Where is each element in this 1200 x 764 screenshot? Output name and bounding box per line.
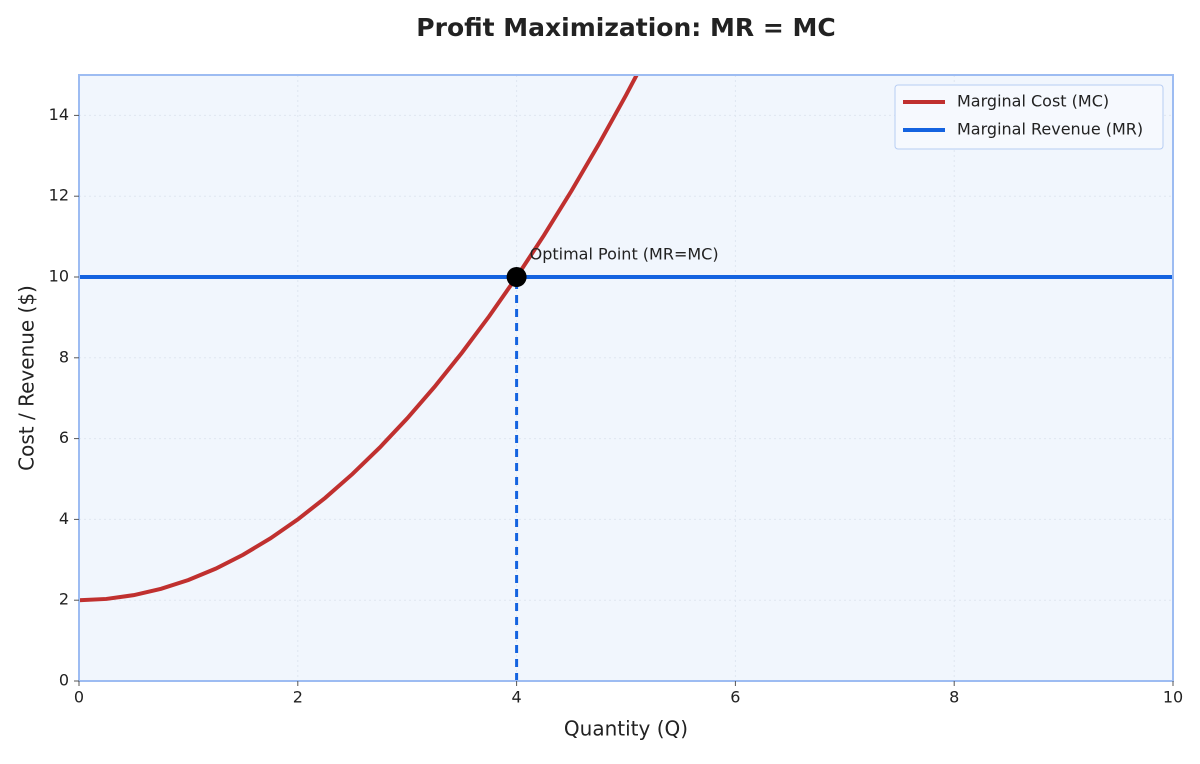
y-tick-label: 10 [49, 267, 69, 286]
optimal-point [506, 267, 527, 287]
legend-box [894, 84, 1164, 150]
y-axis-label: Cost / Revenue ($) [15, 285, 39, 471]
x-tick-label: 0 [74, 688, 84, 707]
y-tick-label: 2 [59, 590, 69, 609]
y-tick-label: 12 [49, 186, 69, 205]
x-tick-label: 10 [1163, 688, 1183, 707]
legend-label: Marginal Cost (MC) [957, 92, 1109, 111]
plot-frame [78, 74, 1174, 682]
y-tick-label: 0 [59, 671, 69, 690]
point-annotation: Optimal Point (MR=MC) [530, 245, 719, 264]
plot-area [79, 75, 1173, 681]
chart-title: Profit Maximization: MR = MC [416, 13, 835, 42]
y-tick-label: 4 [59, 509, 69, 528]
x-axis-label: Quantity (Q) [564, 717, 688, 741]
y-tick-label: 6 [59, 428, 69, 447]
x-tick-label: 8 [949, 688, 959, 707]
y-tick-label: 8 [59, 347, 69, 366]
x-tick-label: 4 [512, 688, 522, 707]
y-tick-label: 14 [49, 105, 69, 124]
x-tick-label: 6 [730, 688, 740, 707]
legend-label: Marginal Revenue (MR) [957, 120, 1143, 139]
series-line [79, 75, 639, 603]
x-tick-label: 2 [293, 688, 303, 707]
